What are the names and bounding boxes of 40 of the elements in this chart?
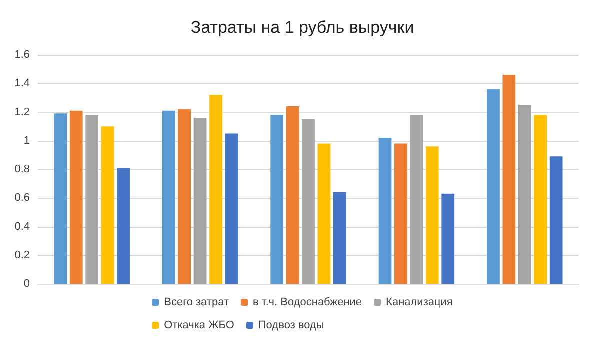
bar: [302, 119, 315, 284]
bar: [318, 144, 331, 284]
bar: [487, 89, 500, 284]
bar: [394, 144, 408, 284]
legend-label: Откачка ЖБО: [164, 320, 235, 332]
y-tick-label: 0.4: [14, 220, 30, 233]
bar: [86, 115, 99, 284]
y-tick-label: 1.4: [14, 78, 30, 90]
bar: [270, 115, 284, 284]
bar: [442, 194, 455, 284]
y-tick-label: 0: [24, 278, 30, 290]
bar: [194, 118, 207, 284]
bar: [502, 75, 516, 284]
y-tick-label: 1.6: [14, 49, 30, 61]
bar: [210, 95, 222, 284]
bar: [70, 110, 83, 284]
bar: [286, 106, 300, 284]
bar: [101, 126, 114, 284]
y-tick-label: 1.2: [14, 106, 30, 118]
bar: [225, 134, 238, 284]
legend-label: в т.ч. Водоснабжение: [253, 296, 362, 308]
bar: [550, 156, 563, 284]
bar: [518, 105, 532, 284]
bar: [162, 110, 176, 284]
bar: [426, 146, 439, 284]
bar: [178, 109, 192, 284]
legend-label: Всего затрат: [164, 296, 229, 308]
y-tick-label: 0.8: [14, 164, 30, 176]
bar: [333, 192, 346, 284]
y-tick-label: 0.2: [14, 249, 30, 262]
y-tick-label: 0.6: [14, 192, 30, 204]
bar: [54, 114, 68, 284]
chart-title: Затраты на 1 рубль выручки: [190, 18, 414, 37]
bar: [378, 138, 392, 284]
bar: [410, 115, 424, 284]
legend-label: Канализация: [386, 296, 453, 308]
bar: [534, 115, 548, 284]
y-tick-label: 1: [24, 134, 30, 147]
bar: [117, 168, 130, 284]
legend-label: Подвоз воды: [258, 320, 324, 332]
